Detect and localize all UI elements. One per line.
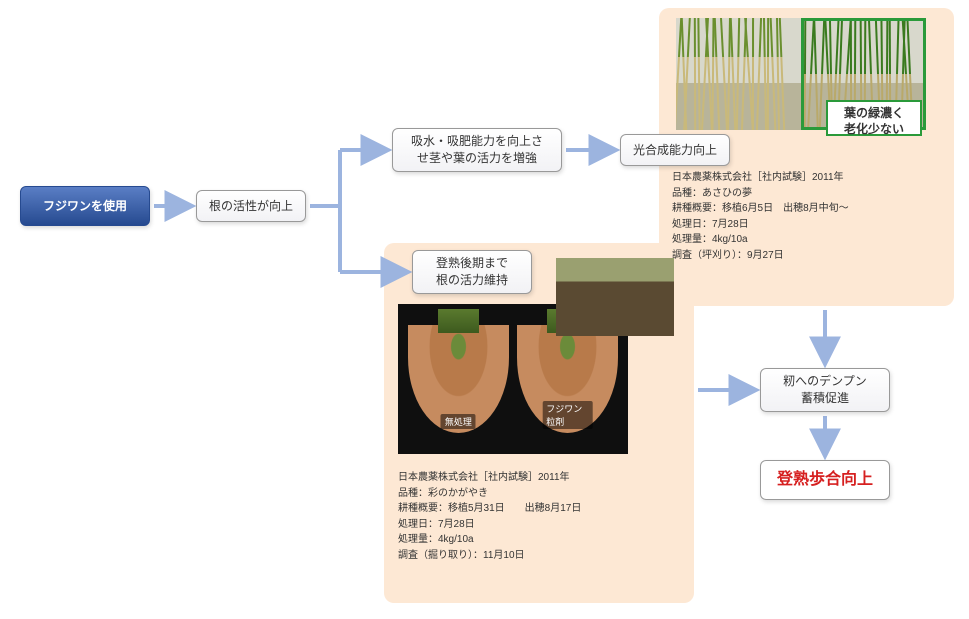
node-starch: 籾へのデンプン 蓄積促進 — [760, 368, 890, 412]
photo-root-treated: フジワン粒剤 — [517, 325, 618, 433]
photo-soil — [556, 258, 674, 336]
leaf-annotation: 葉の緑濃く 老化少ない — [826, 100, 922, 136]
details-bottom: 日本農薬株式会社［社内試験］2011年 品種：彩のかがやき 耕種概要：移植5月3… — [398, 470, 678, 563]
photo-leaf-untreated — [676, 18, 801, 130]
node-absorption: 吸水・吸肥能力を向上さ せ茎や葉の活力を増強 — [392, 128, 562, 172]
details-top: 日本農薬株式会社［社内試験］2011年 品種：あさひの夢 耕種概要：移植6月5日… — [672, 170, 952, 263]
root-label-treated: フジワン粒剤 — [542, 401, 593, 429]
photo-root-untreated: 無処理 — [408, 325, 509, 433]
node-late-stage: 登熟後期まで 根の活力維持 — [412, 250, 532, 294]
node-final: 登熟歩合向上 — [760, 460, 890, 500]
node-photosynthesis: 光合成能力向上 — [620, 134, 730, 166]
node-start: フジワンを使用 — [20, 186, 150, 226]
node-root-activity-up: 根の活性が向上 — [196, 190, 306, 222]
root-label-untreated: 無処理 — [441, 414, 476, 429]
